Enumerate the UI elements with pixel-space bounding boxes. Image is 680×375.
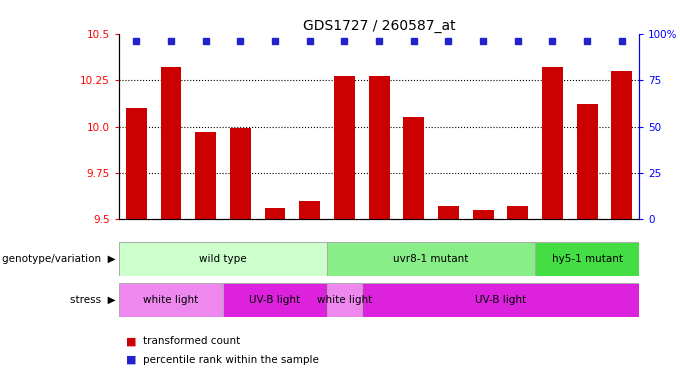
Text: transformed count: transformed count [143, 336, 240, 346]
Bar [223, 283, 327, 317]
Bar [473, 210, 494, 219]
Text: genotype/variation  ▶: genotype/variation ▶ [2, 254, 116, 264]
Bar [611, 71, 632, 219]
Bar [327, 242, 535, 276]
Bar [119, 242, 327, 276]
Bar [507, 206, 528, 219]
Bar [230, 128, 251, 219]
Bar [265, 208, 286, 219]
Text: ■: ■ [126, 336, 136, 346]
Text: wild type: wild type [199, 254, 247, 264]
Text: stress  ▶: stress ▶ [70, 295, 116, 305]
Text: white light: white light [143, 295, 199, 305]
Bar [195, 132, 216, 219]
Text: UV-B light: UV-B light [250, 295, 301, 305]
Bar [327, 283, 362, 317]
Text: white light: white light [317, 295, 372, 305]
Text: ■: ■ [126, 355, 136, 365]
Bar [126, 108, 147, 219]
Text: uvr8-1 mutant: uvr8-1 mutant [394, 254, 469, 264]
Bar [160, 67, 182, 219]
Bar [542, 67, 563, 219]
Bar [299, 201, 320, 219]
Bar [535, 242, 639, 276]
Bar [334, 76, 355, 219]
Text: UV-B light: UV-B light [475, 295, 526, 305]
Bar [362, 283, 639, 317]
Bar [438, 206, 459, 219]
Bar [403, 117, 424, 219]
Bar [369, 76, 390, 219]
Bar [577, 104, 598, 219]
Bar [119, 283, 223, 317]
Text: percentile rank within the sample: percentile rank within the sample [143, 355, 319, 365]
Title: GDS1727 / 260587_at: GDS1727 / 260587_at [303, 19, 456, 33]
Text: hy5-1 mutant: hy5-1 mutant [551, 254, 623, 264]
